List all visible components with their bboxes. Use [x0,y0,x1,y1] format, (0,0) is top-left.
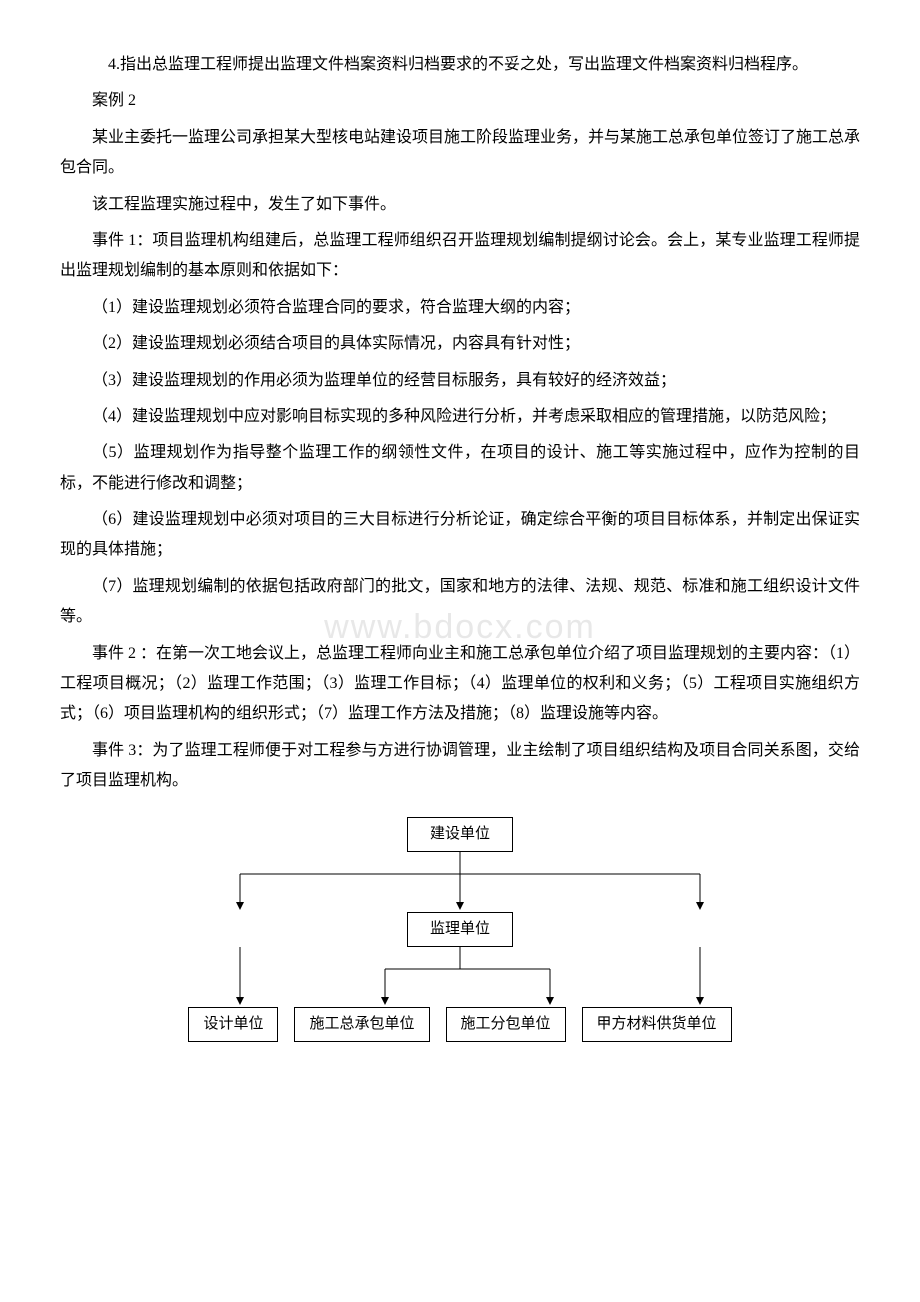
node-supervision-unit: 监理单位 [407,912,513,947]
org-chart-diagram: 建设单位 监理单位 [60,817,860,1042]
case2-event1: 事件 1：项目监理机构组建后，总监理工程师组织召开监理规划编制提纲讨论会。会上，… [60,226,860,287]
document-content: 4.指出总监理工程师提出监理文件档案资料归档要求的不妥之处，写出监理文件档案资料… [60,50,860,1042]
connector-top [160,852,760,912]
case2-item1: （1）建设监理规划必须符合监理合同的要求，符合监理大纲的内容； [60,293,860,323]
case2-item2: （2）建设监理规划必须结合项目的具体实际情况，内容具有针对性； [60,329,860,359]
case2-title: 案例 2 [60,86,860,116]
node-general-contractor: 施工总承包单位 [294,1007,429,1042]
case2-intro2: 该工程监理实施过程中，发生了如下事件。 [60,190,860,220]
case2-item7: （7）监理规划编制的依据包括政府部门的批文，国家和地方的法律、法规、规范、标准和… [60,572,860,633]
question-4: 4.指出总监理工程师提出监理文件档案资料归档要求的不妥之处，写出监理文件档案资料… [60,50,860,80]
case2-item5: （5）监理规划作为指导整个监理工作的纲领性文件，在项目的设计、施工等实施过程中，… [60,438,860,499]
case2-event2: 事件 2 ：在第一次工地会议上，总监理工程师向业主和施工总承包单位介绍了项目监理… [60,639,860,730]
bottom-row: 设计单位 施工总承包单位 施工分包单位 甲方材料供货单位 [188,1007,731,1042]
node-construction-unit: 建设单位 [407,817,513,852]
case2-intro1: 某业主委托一监理公司承担某大型核电站建设项目施工阶段监理业务，并与某施工总承包单… [60,123,860,184]
node-material-supplier: 甲方材料供货单位 [582,1007,732,1042]
connector-bottom [160,947,760,1007]
case2-item6: （6）建设监理规划中必须对项目的三大目标进行分析论证，确定综合平衡的项目目标体系… [60,505,860,566]
case2-event3: 事件 3：为了监理工程师便于对工程参与方进行协调管理，业主绘制了项目组织结构及项… [60,736,860,797]
case2-item4: （4）建设监理规划中应对影响目标实现的多种风险进行分析，并考虑采取相应的管理措施… [60,402,860,432]
node-design-unit: 设计单位 [188,1007,278,1042]
node-subcontractor: 施工分包单位 [446,1007,566,1042]
case2-item3: （3）建设监理规划的作用必须为监理单位的经营目标服务，具有较好的经济效益； [60,366,860,396]
